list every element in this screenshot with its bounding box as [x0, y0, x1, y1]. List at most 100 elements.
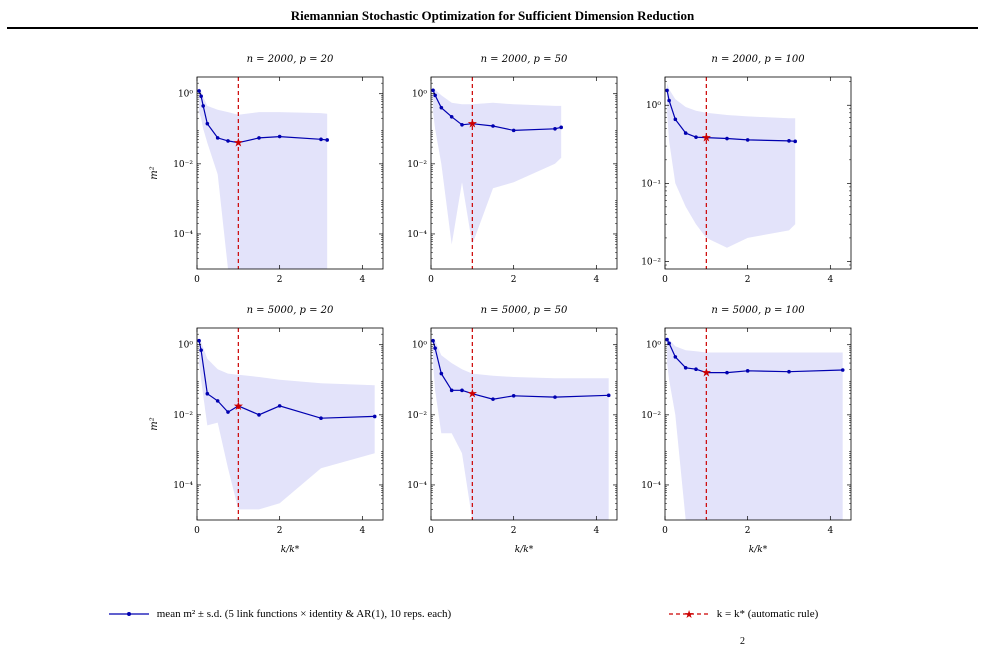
- data-point: [553, 126, 557, 131]
- data-point: [745, 369, 750, 373]
- chart-panel-6: ★ 0 2 4 10⁰ 10⁻² 10⁻⁴ n = 5000, p = 100 k/k*: [641, 305, 852, 555]
- data-point: [205, 391, 210, 396]
- x-tick-label: 2: [511, 275, 517, 285]
- data-point: [460, 388, 464, 393]
- y-tick-label: 10⁰: [412, 90, 427, 100]
- data-point: [665, 88, 669, 93]
- data-point: [683, 365, 688, 370]
- x-tick-label: 2: [511, 526, 517, 536]
- sd-band: [433, 87, 562, 245]
- data-point: [553, 395, 557, 399]
- data-point: [460, 122, 464, 127]
- legend-mean-swatch: [109, 612, 149, 617]
- data-point: [449, 114, 454, 119]
- data-point: [201, 104, 205, 108]
- data-point: [673, 355, 678, 359]
- legend-mean: mean m² ± s.d. (5 link functions × ident…: [108, 608, 451, 620]
- data-point: [449, 388, 454, 393]
- data-point: [667, 98, 671, 103]
- reference-star-marker: ★: [701, 131, 712, 145]
- y-tick-label: 10⁻²: [173, 411, 193, 421]
- data-point: [673, 117, 678, 122]
- y-tick-label: 10⁻⁴: [641, 481, 661, 491]
- data-point: [199, 348, 203, 352]
- svg-text:★: ★: [684, 608, 694, 620]
- data-point: [433, 93, 437, 98]
- chart-panel-5: ★ 0 2 4 10⁰ 10⁻² 10⁻⁴ n = 5000, p = 50 k/k*: [407, 305, 618, 555]
- data-point: [277, 404, 282, 408]
- data-point: [606, 393, 611, 398]
- plot-frame: [664, 76, 852, 270]
- y-tick-label: 10⁻²: [173, 160, 193, 170]
- data-point: [215, 399, 220, 403]
- data-point: [431, 338, 435, 343]
- data-point: [431, 88, 435, 93]
- sd-band: [667, 83, 796, 248]
- data-point: [491, 397, 495, 401]
- reference-star-marker: ★: [233, 399, 244, 413]
- plot-frame: [196, 76, 384, 270]
- x-axis-label: k/k*: [281, 545, 300, 555]
- series-line: [432, 340, 609, 400]
- data-point: [439, 371, 444, 376]
- data-point: [559, 125, 563, 130]
- data-point: [433, 346, 437, 350]
- title-rule: [7, 27, 978, 29]
- data-point: [257, 136, 261, 140]
- x-tick-label: 2: [277, 275, 283, 285]
- x-tick-label: 4: [593, 526, 599, 536]
- page-title: Riemannian Stochastic Optimization for S…: [290, 8, 695, 23]
- legend-ref-swatch: ★: [669, 608, 709, 621]
- y-tick-label: 10⁰: [646, 341, 661, 351]
- y-tick-label: 10⁻¹: [641, 179, 661, 189]
- series-line: [432, 90, 562, 132]
- y-tick-label: 10⁻⁴: [407, 230, 427, 240]
- sd-band: [433, 338, 609, 520]
- data-point: [694, 367, 698, 372]
- x-tick-label: 4: [593, 275, 599, 285]
- reference-star-marker: ★: [467, 117, 478, 131]
- reference-star-marker: ★: [701, 366, 712, 380]
- y-tick-label: 10⁻²: [641, 257, 661, 267]
- sd-band: [199, 338, 375, 510]
- x-tick-label: 0: [428, 526, 434, 536]
- data-point: [439, 105, 444, 110]
- sd-band: [667, 337, 843, 520]
- reference-star-marker: ★: [233, 136, 244, 150]
- data-point: [793, 139, 797, 144]
- data-point: [319, 137, 323, 142]
- data-point: [372, 414, 377, 419]
- data-point: [694, 135, 698, 139]
- sd-band: [199, 87, 328, 269]
- data-point: [491, 124, 495, 128]
- data-point: [665, 337, 669, 342]
- data-point: [319, 416, 323, 421]
- data-point: [197, 89, 201, 93]
- data-point: [787, 369, 791, 374]
- data-point: [199, 94, 203, 98]
- legend-reference: ★ k = k* (automatic rule): [668, 608, 818, 621]
- data-point: [205, 121, 210, 126]
- data-point: [787, 139, 791, 143]
- x-tick-label: 2: [745, 526, 751, 536]
- data-point: [683, 131, 688, 135]
- y-tick-label: 10⁻²: [641, 411, 661, 421]
- plot-frame: [430, 327, 618, 521]
- cutoff-superscript: 2: [740, 636, 745, 647]
- chart-title: n = 2000, p = 100: [711, 54, 805, 65]
- data-point: [745, 138, 750, 142]
- data-point: [226, 139, 230, 143]
- chart-title: n = 5000, p = 20: [247, 305, 334, 316]
- x-tick-label: 0: [194, 275, 200, 285]
- y-axis-label: m²: [149, 166, 160, 180]
- data-point: [257, 413, 261, 417]
- data-point: [725, 370, 729, 375]
- data-point: [840, 368, 845, 372]
- data-point: [226, 410, 230, 414]
- chart-grid: ★ 0 2 4 10⁰ 10⁻² 10⁻⁴ n = 2000, p = 20 m² ★ 0 2 4 10⁰…: [149, 54, 852, 555]
- series-line: [666, 90, 796, 142]
- y-tick-label: 10⁻⁴: [173, 481, 193, 491]
- chart-title: n = 5000, p = 100: [711, 305, 805, 316]
- x-tick-label: 2: [277, 526, 283, 536]
- chart-panel-2: ★ 0 2 4 10⁰ 10⁻² 10⁻⁴ n = 2000, p = 50: [407, 54, 618, 285]
